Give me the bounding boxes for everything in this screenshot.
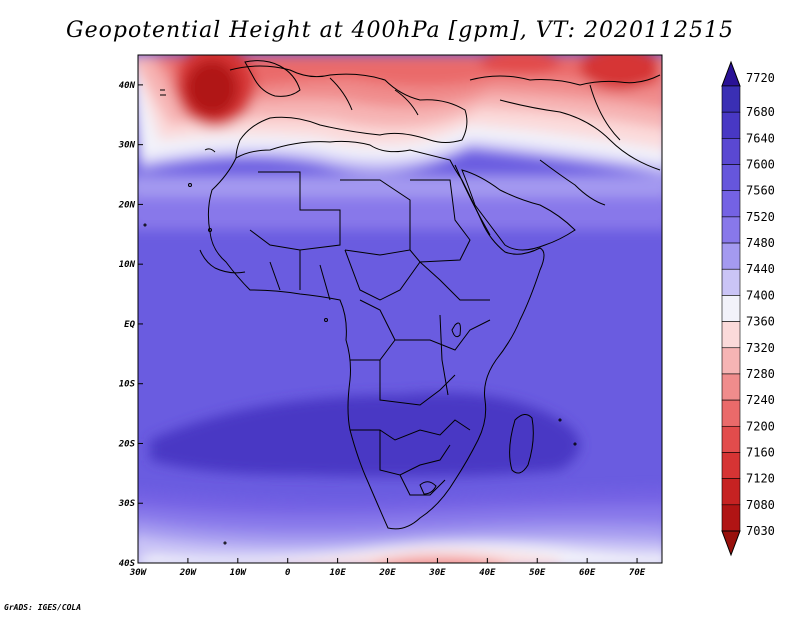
colorbar-swatch [721, 111, 741, 139]
lon-tick-label: 70E [629, 568, 646, 578]
colorbar-swatch [721, 295, 741, 322]
colorbar-label: 7280 [746, 367, 775, 381]
lon-tick-label: 60E [579, 568, 596, 578]
colorbar-swatch [721, 85, 741, 113]
colorbar-label: 7360 [746, 315, 775, 329]
lon-tick-label: 10E [329, 568, 346, 578]
lon-tick-label: 50E [529, 568, 546, 578]
lat-tick-label: 30S [118, 499, 136, 509]
colorbar-swatch [721, 373, 741, 401]
colorbar-swatch [721, 452, 741, 479]
mediterranean-coast [229, 65, 468, 159]
map-title: Geopotential Height at 400hPa [gpm], VT:… [66, 18, 734, 43]
colorbar-swatch [721, 347, 741, 375]
colorbar-swatch [721, 242, 741, 270]
colorbar-swatch [721, 268, 741, 296]
lon-tick-label: 20E [378, 568, 396, 578]
colorbar-swatch [721, 216, 741, 244]
map-frame [137, 54, 663, 564]
colorbar-label: 7240 [746, 393, 775, 407]
lat-axis: 40N 30N 20N 10N EQ 10S 20S 30S 40S [118, 81, 143, 569]
colorbar-swatch [721, 478, 741, 506]
lat-tick-label: 40S [119, 559, 136, 569]
colorbar-label: 7640 [746, 131, 775, 145]
lon-tick-label: 20W [179, 568, 198, 578]
coastlines [143, 60, 661, 545]
grads-credit: GrADS: IGES/COLA [4, 603, 82, 612]
colorbar-label: 7720 [746, 71, 775, 85]
colorbar-label: 7120 [746, 472, 775, 486]
colorbar-label: 7600 [746, 158, 775, 172]
lat-tick-label: 40N [119, 81, 136, 91]
lat-tick-label: 20N [118, 200, 136, 210]
lat-tick-label: 20S [118, 439, 136, 449]
colorbar-label: 7080 [746, 498, 775, 512]
colorbar: 7720 7680 7640 7600 7560 7520 7480 7440 7400 7360… [721, 60, 775, 557]
colorbar-bottom-arrow [721, 530, 741, 557]
colorbar-label: 7440 [746, 262, 775, 276]
height-field [138, 55, 662, 563]
madagascar-coast [509, 414, 534, 474]
colorbar-label: 7320 [746, 341, 775, 355]
lat-tick-label: EQ [124, 320, 135, 330]
colorbar-swatch [721, 190, 741, 218]
colorbar-label: 7480 [746, 236, 775, 250]
lon-axis: 30W 20W 10W 0 10E 20E 30E 40E 50E 60E 70E [129, 558, 646, 578]
lon-tick-label: 30E [428, 568, 446, 578]
lon-tick-label: 40E [479, 568, 496, 578]
lat-tick-label: 10S [119, 380, 136, 390]
arabia-coast [461, 169, 576, 251]
low-core-west [186, 60, 238, 116]
low-center-east [580, 55, 660, 90]
lon-tick-label: 10W [230, 568, 248, 578]
colorbar-label: 7200 [746, 419, 775, 433]
africa-coast [207, 140, 545, 530]
colorbar-label: 7520 [746, 210, 775, 224]
colorbar-label: 7030 [746, 524, 775, 538]
colorbar-label: 7560 [746, 184, 775, 198]
colorbar-swatch [721, 425, 741, 453]
lon-tick-label: 30W [129, 568, 148, 578]
lat-tick-label: 30N [118, 141, 136, 151]
colorbar-top-arrow [721, 60, 741, 87]
lon-tick-label: 0 [285, 568, 291, 578]
colorbar-swatch [721, 399, 741, 427]
colorbar-label: 7160 [746, 445, 775, 459]
band-7600 [150, 392, 580, 477]
colorbar-label: 7680 [746, 105, 775, 119]
colorbar-label: 7400 [746, 288, 775, 302]
band-7440 [138, 175, 662, 197]
colorbar-swatch [721, 321, 741, 349]
colorbar-swatch [721, 504, 741, 532]
lat-tick-label: 10N [119, 260, 136, 270]
colorbar-swatch [721, 164, 741, 192]
colorbar-swatch [721, 138, 741, 165]
